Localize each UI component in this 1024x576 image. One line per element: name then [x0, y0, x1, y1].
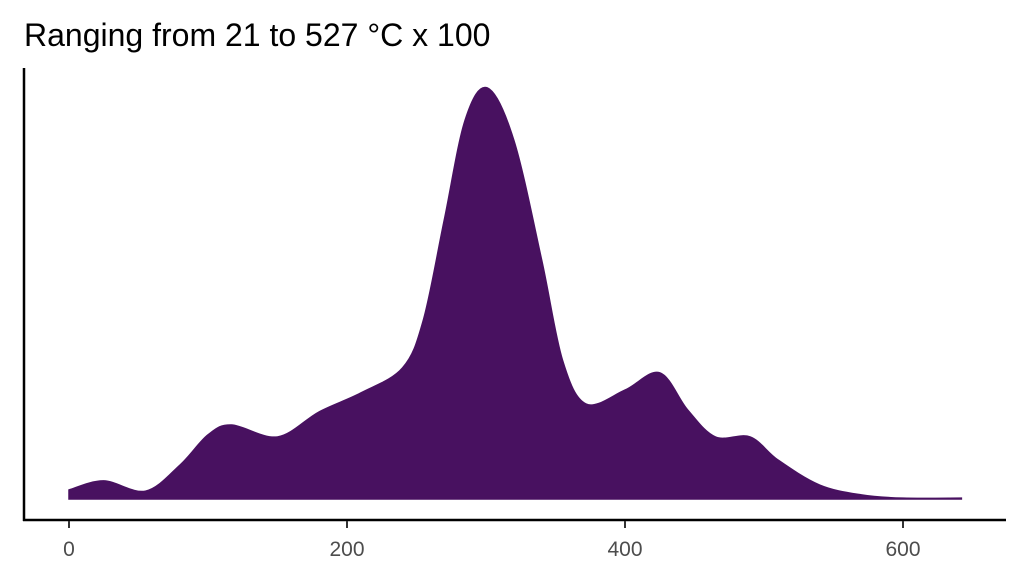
density-area: [68, 86, 963, 500]
x-tick-label: 200: [329, 538, 364, 561]
chart-title: Ranging from 21 to 527 °C x 100: [24, 17, 490, 53]
x-tick-label: 400: [607, 538, 642, 561]
x-tick-label: 600: [885, 538, 920, 561]
x-tick-label: 0: [63, 538, 75, 561]
